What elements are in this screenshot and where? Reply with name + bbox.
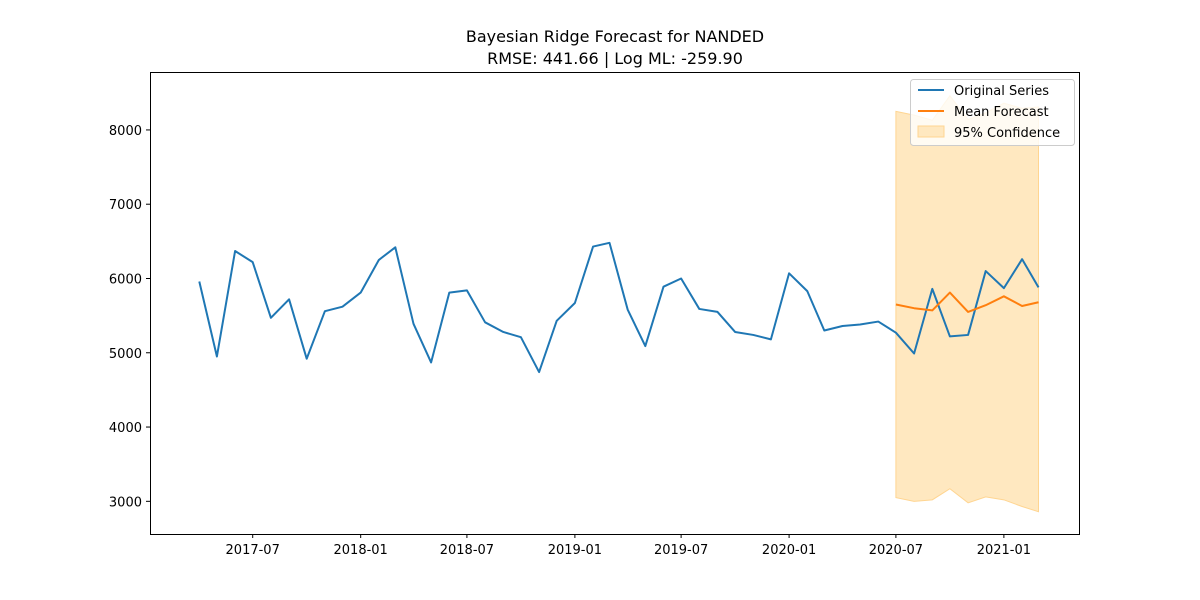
- x-tick-label: 2018-01: [334, 543, 388, 558]
- series-line-original: [198, 241, 1040, 374]
- legend-label-mean: Mean Forecast: [954, 105, 1049, 120]
- y-tick-label: 7000: [109, 198, 142, 213]
- x-tick-label: 2020-07: [869, 543, 923, 558]
- y-tick-label: 5000: [109, 347, 142, 362]
- chart-title: Bayesian Ridge Forecast for NANDED: [466, 27, 764, 46]
- legend-swatch-confidence: [917, 125, 945, 138]
- y-tick-label: 6000: [109, 272, 142, 287]
- series-line-mean-forecast: [895, 291, 1039, 313]
- legend: Original Series Mean Forecast 95% Confid…: [910, 79, 1075, 146]
- series-layer: [198, 241, 1040, 374]
- x-tick-label: 2019-07: [654, 543, 708, 558]
- y-axis: 3000 4000 5000 6000 7000 8000: [109, 124, 150, 510]
- x-axis: 2017-07 2018-01 2018-07 2019-01 2019-07 2020-…: [226, 534, 1031, 558]
- x-tick-label: 2019-01: [548, 543, 602, 558]
- y-tick-label: 4000: [109, 421, 142, 436]
- x-tick-label: 2020-01: [762, 543, 816, 558]
- x-tick-label: 2021-01: [977, 543, 1031, 558]
- x-tick-label: 2018-07: [440, 543, 494, 558]
- chart-subtitle: RMSE: 441.66 | Log ML: -259.90: [487, 49, 743, 68]
- legend-label-original: Original Series: [954, 84, 1049, 99]
- plot-frame: [150, 72, 1080, 535]
- y-tick-label: 8000: [109, 124, 142, 139]
- y-tick-label: 3000: [109, 495, 142, 510]
- legend-box: [910, 79, 1075, 146]
- legend-label-confidence: 95% Confidence: [954, 126, 1060, 141]
- x-tick-label: 2017-07: [226, 543, 280, 558]
